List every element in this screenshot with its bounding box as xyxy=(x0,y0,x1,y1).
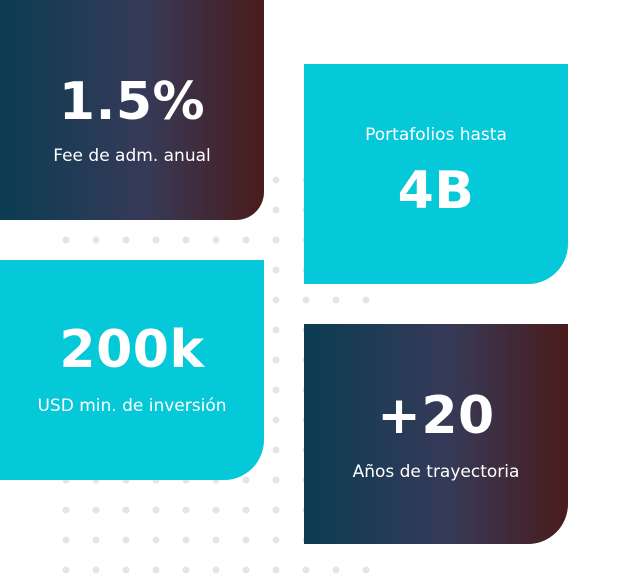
pattern-dot xyxy=(333,567,340,574)
pattern-dot xyxy=(273,207,280,214)
years-label: Años de trayectoria xyxy=(353,462,520,482)
pattern-dot xyxy=(153,567,160,574)
pattern-dot xyxy=(273,447,280,454)
stat-card-minimum-investment: 200k USD min. de inversión xyxy=(0,260,264,480)
pattern-dot xyxy=(63,537,70,544)
pattern-dot xyxy=(273,537,280,544)
pattern-dot xyxy=(213,537,220,544)
pattern-dot xyxy=(243,537,250,544)
pattern-dot xyxy=(243,567,250,574)
pattern-dot xyxy=(93,237,100,244)
pattern-dot xyxy=(153,537,160,544)
pattern-dot xyxy=(303,567,310,574)
pattern-dot xyxy=(123,567,130,574)
pattern-dot xyxy=(213,237,220,244)
pattern-dot xyxy=(243,237,250,244)
pattern-dot xyxy=(243,507,250,514)
pattern-dot xyxy=(213,567,220,574)
pattern-dot xyxy=(273,267,280,274)
pattern-dot xyxy=(93,537,100,544)
pattern-dot xyxy=(243,477,250,484)
fee-value: 1.5% xyxy=(59,76,205,128)
pattern-dot xyxy=(63,237,70,244)
pattern-dot xyxy=(123,507,130,514)
fee-label: Fee de adm. anual xyxy=(53,146,211,166)
pattern-dot xyxy=(273,237,280,244)
pattern-dot xyxy=(363,567,370,574)
pattern-dot xyxy=(183,537,190,544)
pattern-dot xyxy=(333,297,340,304)
pattern-dot xyxy=(123,537,130,544)
pattern-dot xyxy=(363,297,370,304)
years-value: +20 xyxy=(377,390,494,442)
pattern-dot xyxy=(273,477,280,484)
portfolios-value: 4B xyxy=(398,165,475,217)
pattern-dot xyxy=(273,387,280,394)
pattern-dot xyxy=(63,567,70,574)
minimum-label: USD min. de inversión xyxy=(37,396,226,416)
pattern-dot xyxy=(123,237,130,244)
pattern-dot xyxy=(273,567,280,574)
stat-card-years: +20 Años de trayectoria xyxy=(304,324,568,544)
pattern-dot xyxy=(93,567,100,574)
pattern-dot xyxy=(153,237,160,244)
pattern-dot xyxy=(303,297,310,304)
pattern-dot xyxy=(183,567,190,574)
pattern-dot xyxy=(273,177,280,184)
pattern-dot xyxy=(273,507,280,514)
pattern-dot xyxy=(93,507,100,514)
pattern-dot xyxy=(273,417,280,424)
pattern-dot xyxy=(273,357,280,364)
pattern-dot xyxy=(183,507,190,514)
minimum-value: 200k xyxy=(59,324,204,376)
pattern-dot xyxy=(63,507,70,514)
stat-card-portfolios: Portafolios hasta 4B xyxy=(304,64,568,284)
stat-card-fee: 1.5% Fee de adm. anual xyxy=(0,0,264,220)
pattern-dot xyxy=(273,297,280,304)
pattern-dot xyxy=(153,507,160,514)
pattern-dot xyxy=(213,507,220,514)
pattern-dot xyxy=(183,237,190,244)
portfolios-label: Portafolios hasta xyxy=(365,125,507,145)
pattern-dot xyxy=(273,327,280,334)
